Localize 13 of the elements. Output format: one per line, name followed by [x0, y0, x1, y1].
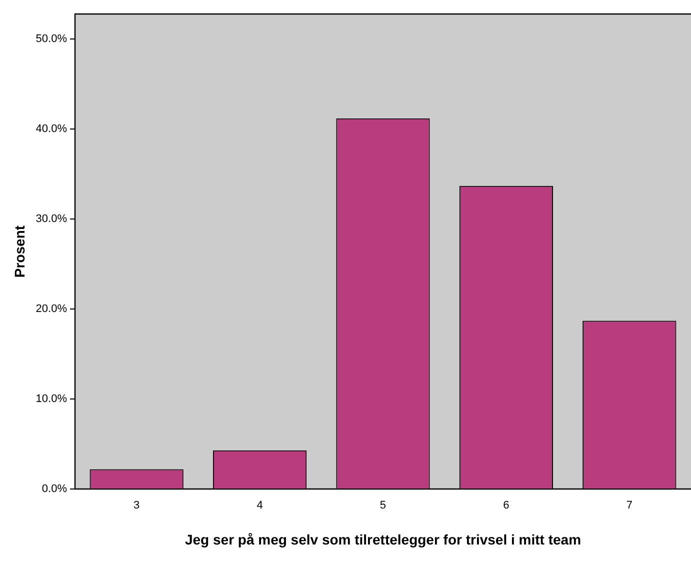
x-tick-label: 6	[503, 500, 510, 512]
y-tick-label: 10.0%	[36, 393, 68, 406]
y-tick-label: 0.0%	[42, 483, 68, 496]
y-tick-label: 40.0%	[36, 123, 68, 136]
x-tick-label: 7	[626, 500, 632, 512]
y-axis-title: Prosent	[11, 225, 28, 278]
x-tick-label: 5	[380, 500, 386, 512]
y-tick-label: 20.0%	[36, 303, 68, 316]
x-tick-label: 4	[256, 500, 263, 512]
x-axis-title: Jeg ser på meg selv som tilrettelegger for trivsel i mitt team	[184, 531, 582, 548]
x-tick-label: 3	[134, 500, 140, 512]
y-tick-label: 50.0%	[36, 33, 68, 46]
y-tick-label: 30.0%	[36, 213, 68, 226]
